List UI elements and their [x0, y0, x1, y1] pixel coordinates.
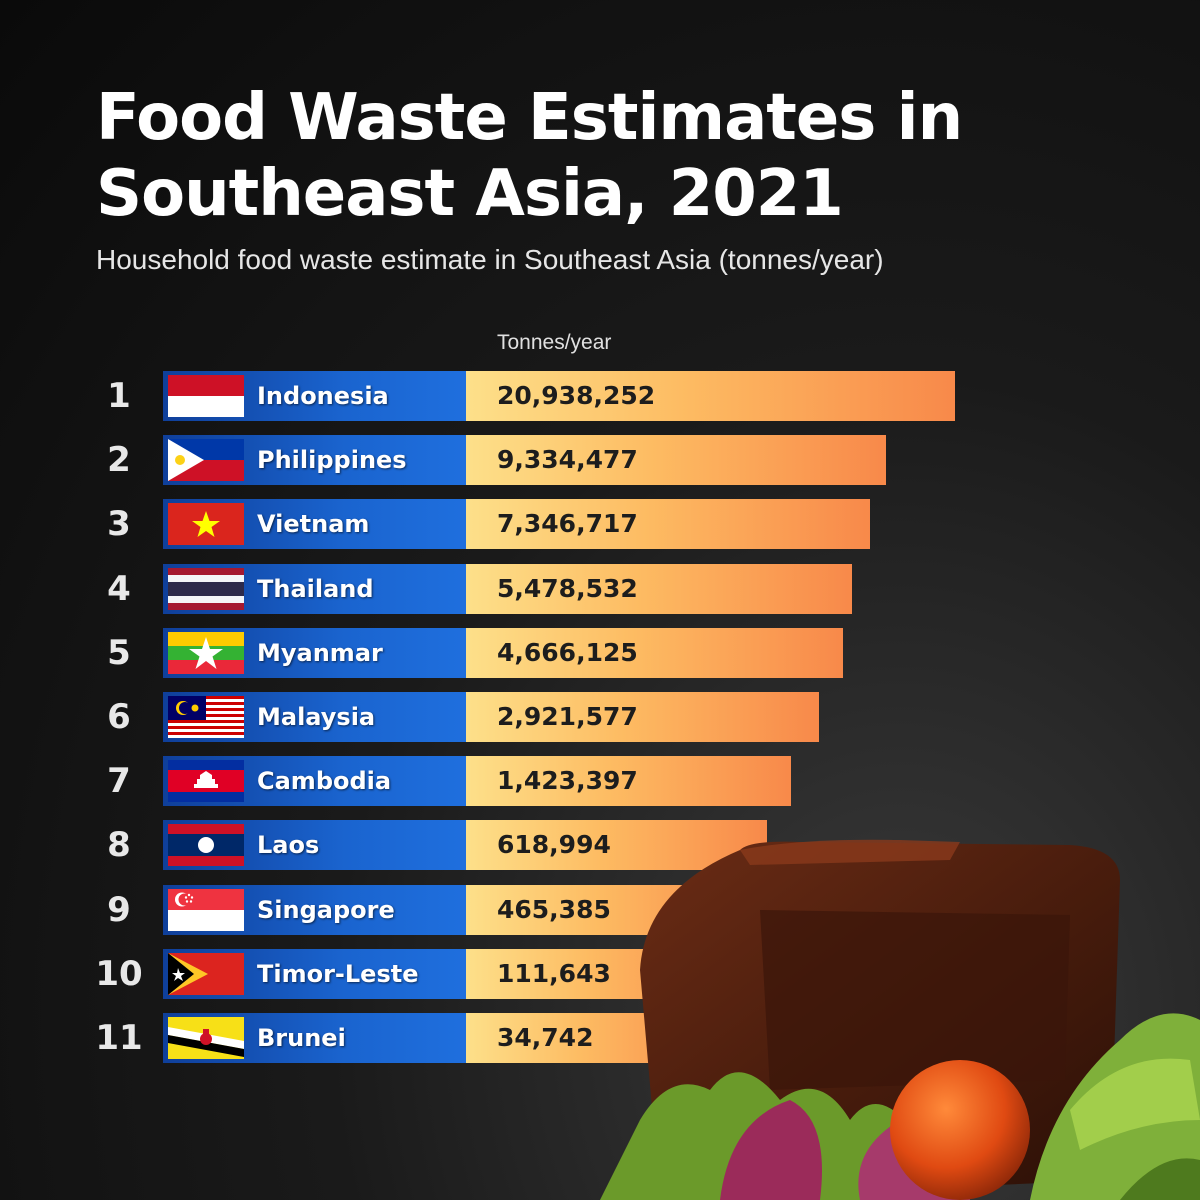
timor-leste-flag-icon [168, 952, 244, 995]
rank-label: 5 [107, 632, 131, 673]
value-bar [466, 435, 887, 486]
value-label: 9,334,477 [497, 445, 638, 475]
myanmar-flag-icon [168, 631, 244, 674]
rank-label: 10 [95, 953, 143, 994]
column-label: Tonnes/year [497, 331, 612, 354]
chart-subtitle: Household food waste estimate in Southea… [96, 244, 884, 275]
country-bar: Indonesia [163, 371, 466, 421]
value-bar [466, 756, 791, 807]
bar-row: 7 Cambodia 1,423,397 [0, 756, 1200, 807]
rank-label: 6 [107, 697, 131, 737]
value-label: 4,666,125 [497, 637, 638, 667]
vietnam-flag-icon [168, 503, 244, 546]
country-bar: Timor-Leste [163, 948, 466, 999]
brunei-flag-icon [168, 1017, 244, 1059]
food-waste-bin-image [600, 839, 1200, 1200]
value-label: 465,385 [497, 894, 611, 924]
country-bar: Cambodia [163, 756, 466, 807]
malaysia-flag-icon [168, 696, 244, 738]
country-label: Thailand [257, 574, 374, 603]
value-label: 1,423,397 [497, 766, 638, 796]
rank-label: 3 [107, 504, 131, 545]
country-label: Cambodia [257, 767, 392, 796]
value-bar [466, 371, 955, 421]
value-label: 5,478,532 [497, 573, 638, 603]
country-label: Laos [257, 831, 320, 860]
rank-label: 4 [107, 568, 131, 609]
bar-row: 1 Indonesia 20,938,252 [0, 371, 1200, 421]
country-label: Malaysia [257, 703, 376, 731]
country-bar: Myanmar [163, 627, 466, 678]
bar-row: 10 Timor-Leste 111,643 [0, 948, 1200, 999]
laos-flag-icon [168, 824, 244, 867]
country-label: Singapore [257, 895, 395, 924]
rank-label: 1 [107, 376, 131, 416]
value-bar [466, 692, 820, 742]
country-label: Indonesia [257, 382, 389, 410]
country-label: Myanmar [257, 638, 383, 667]
singapore-flag-icon [168, 888, 244, 931]
cambodia-flag-icon [168, 760, 244, 803]
rank-label: 8 [107, 825, 131, 866]
value-label: 618,994 [497, 830, 611, 860]
value-label: 7,346,717 [497, 509, 638, 539]
country-label: Brunei [257, 1024, 346, 1052]
bar-row: 5 Myanmar 4,666,125 [0, 627, 1200, 678]
value-label: 111,643 [497, 958, 611, 988]
indonesia-flag-icon [168, 375, 244, 417]
rank-label: 2 [107, 440, 131, 481]
country-bar: Thailand [163, 563, 466, 614]
bar-row: 4 Thailand 5,478,532 [0, 563, 1200, 614]
bar-row: 11 Brunei 34,742 [0, 1013, 1200, 1063]
thailand-flag-icon [168, 567, 244, 610]
value-bar [466, 563, 852, 614]
rank-label: 11 [95, 1018, 143, 1058]
rank-label: 7 [107, 761, 131, 802]
chart-title: Food Waste Estimates in Southeast Asia, … [96, 81, 963, 231]
country-bar: Laos [163, 820, 466, 871]
country-bar: Brunei [163, 1013, 466, 1063]
value-label: 34,742 [497, 1023, 594, 1052]
value-bar [466, 627, 843, 678]
country-bar: Singapore [163, 884, 466, 935]
bar-row: 8 Laos 618,994 [0, 820, 1200, 871]
country-bar: Philippines [163, 435, 466, 486]
bar-row: 6 Malaysia 2,921,577 [0, 692, 1200, 742]
bar-row: 2 Philippines 9,334,477 [0, 435, 1200, 486]
country-bar: Malaysia [163, 692, 466, 742]
philippines-flag-icon [168, 439, 244, 482]
country-label: Philippines [257, 446, 407, 475]
value-bar [466, 499, 870, 550]
value-label: 2,921,577 [497, 702, 638, 731]
country-label: Vietnam [257, 510, 370, 539]
country-bar: Vietnam [163, 499, 466, 550]
bar-row: 3 Vietnam 7,346,717 [0, 499, 1200, 550]
rank-label: 9 [107, 889, 131, 930]
country-label: Timor-Leste [257, 959, 419, 988]
value-label: 20,938,252 [497, 381, 656, 410]
